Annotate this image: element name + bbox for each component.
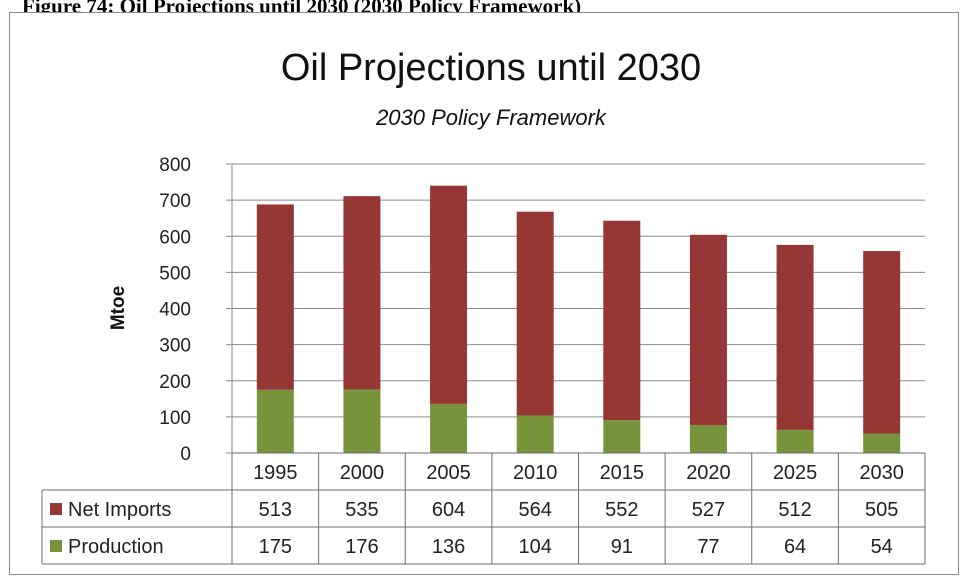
table-cell-production: 77 bbox=[697, 536, 719, 558]
table-cell-production: 176 bbox=[345, 536, 378, 558]
table-cell-production: 136 bbox=[432, 536, 465, 558]
table-cell-net-imports: 527 bbox=[692, 499, 725, 521]
bar-net-imports bbox=[430, 185, 468, 404]
x-tick-label: 2020 bbox=[686, 462, 731, 484]
bar-net-imports bbox=[603, 220, 641, 421]
y-tick-label: 300 bbox=[159, 336, 191, 357]
bar-net-imports bbox=[689, 234, 727, 426]
y-tick-label: 600 bbox=[159, 227, 191, 248]
table-cell-production: 175 bbox=[259, 536, 292, 558]
table-cell-net-imports: 513 bbox=[259, 499, 292, 521]
bar-net-imports bbox=[863, 251, 901, 434]
bar-net-imports bbox=[776, 244, 814, 430]
bar-net-imports bbox=[516, 211, 554, 416]
y-tick-label: 400 bbox=[159, 300, 191, 321]
y-tick-label: 0 bbox=[180, 444, 191, 465]
bar-production bbox=[603, 420, 641, 453]
bar-production bbox=[689, 425, 727, 453]
x-tick-label: 2015 bbox=[600, 462, 645, 484]
x-tick-label: 2005 bbox=[426, 462, 471, 484]
y-tick-label: 200 bbox=[159, 372, 191, 393]
bar-net-imports bbox=[256, 204, 294, 390]
bar-production bbox=[256, 389, 294, 453]
x-tick-label: 2025 bbox=[773, 462, 818, 484]
y-tick-label: 800 bbox=[159, 155, 191, 176]
table-cell-net-imports: 564 bbox=[519, 499, 552, 521]
bar-production bbox=[863, 433, 901, 453]
table-cell-production: 104 bbox=[519, 536, 552, 558]
y-tick-label: 100 bbox=[159, 408, 191, 429]
legend-key-net-imports bbox=[50, 503, 62, 515]
y-tick-label: 500 bbox=[159, 263, 191, 284]
table-cell-production: 64 bbox=[784, 536, 806, 558]
chart-subtitle: 2030 Policy Framework bbox=[375, 105, 607, 130]
table-cell-net-imports: 512 bbox=[778, 499, 811, 521]
table-cell-net-imports: 535 bbox=[345, 499, 378, 521]
table-cell-net-imports: 505 bbox=[865, 499, 898, 521]
table-cell-production: 54 bbox=[871, 536, 893, 558]
x-tick-label: 2030 bbox=[859, 462, 904, 484]
legend-label-production: Production bbox=[68, 536, 164, 558]
bar-production bbox=[516, 415, 554, 453]
y-tick-label: 700 bbox=[159, 191, 191, 212]
table-cell-production: 91 bbox=[611, 536, 633, 558]
legend-label-net-imports: Net Imports bbox=[68, 499, 171, 521]
bar-production bbox=[430, 403, 468, 453]
x-tick-label: 2010 bbox=[513, 462, 558, 484]
table-cell-net-imports: 604 bbox=[432, 499, 465, 521]
x-tick-label: 1995 bbox=[253, 462, 298, 484]
legend-key-production bbox=[50, 540, 62, 552]
table-cell-net-imports: 552 bbox=[605, 499, 638, 521]
bar-net-imports bbox=[343, 196, 381, 390]
bar-production bbox=[776, 429, 814, 453]
bar-production bbox=[343, 389, 381, 453]
chart-title: Oil Projections until 2030 bbox=[281, 47, 701, 89]
y-axis-label: Mtoe bbox=[108, 286, 129, 330]
x-tick-label: 2000 bbox=[340, 462, 385, 484]
